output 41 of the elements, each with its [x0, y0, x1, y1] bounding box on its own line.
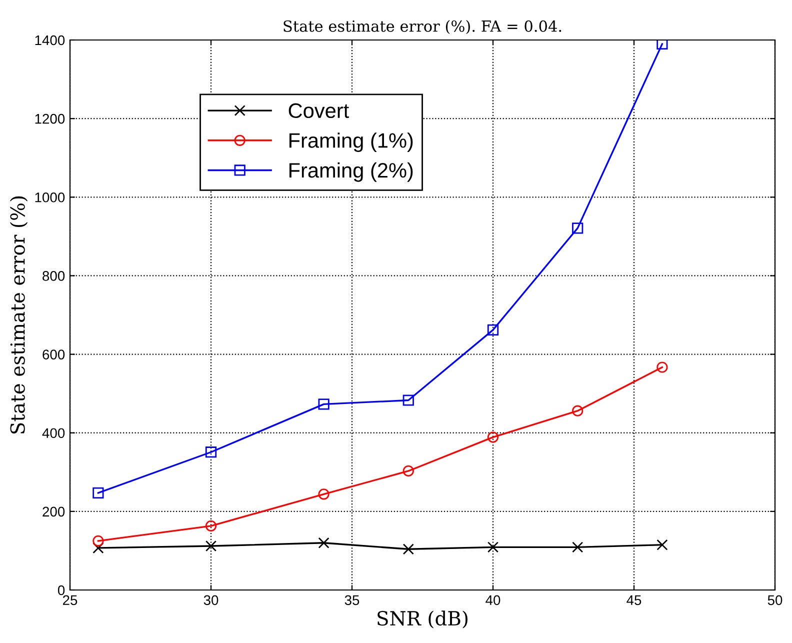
- point: [487, 432, 499, 443]
- y-tick-label: 200: [42, 506, 65, 517]
- point: [205, 446, 217, 458]
- point: [572, 405, 584, 416]
- point: [402, 465, 414, 477]
- y-tick-label: 0: [58, 585, 65, 596]
- point: [572, 542, 584, 553]
- point: [92, 535, 104, 546]
- chart-title: State estimate error (%). FA = 0.04.: [284, 20, 562, 34]
- y-tick-label: 1200: [35, 114, 65, 124]
- point: [205, 540, 217, 552]
- point: [318, 488, 330, 500]
- x-tick-label: 30: [204, 595, 218, 606]
- point: [318, 537, 330, 548]
- point: [656, 40, 668, 50]
- point: [656, 362, 668, 373]
- x-axis-title: SNR (dB): [378, 610, 468, 628]
- y-tick-label: 800: [42, 271, 65, 281]
- x-tick-label: 25: [62, 595, 78, 606]
- x-tick-label: 45: [626, 595, 642, 606]
- y-tick-label: 400: [42, 428, 65, 438]
- x-tick-label: 50: [768, 595, 782, 606]
- y-axis-title: State estimate error (%): [10, 196, 28, 434]
- legend-label: Framing (1%): [289, 132, 413, 152]
- point: [92, 542, 104, 554]
- legend-label: Framing (2%): [289, 162, 413, 182]
- y-tick-label: 1400: [35, 35, 65, 46]
- y-tick-label: 600: [42, 350, 65, 360]
- point: [402, 544, 414, 555]
- point: [205, 520, 217, 532]
- y-tick-label: 1000: [35, 192, 65, 202]
- legend-label: Covert: [288, 103, 349, 118]
- point: [92, 487, 104, 499]
- point: [318, 398, 330, 410]
- point: [487, 324, 499, 336]
- x-tick-label: 40: [486, 595, 500, 606]
- point: [656, 539, 668, 550]
- point: [487, 542, 499, 553]
- point: [402, 394, 414, 406]
- point: [572, 222, 584, 234]
- x-tick-label: 35: [344, 595, 360, 606]
